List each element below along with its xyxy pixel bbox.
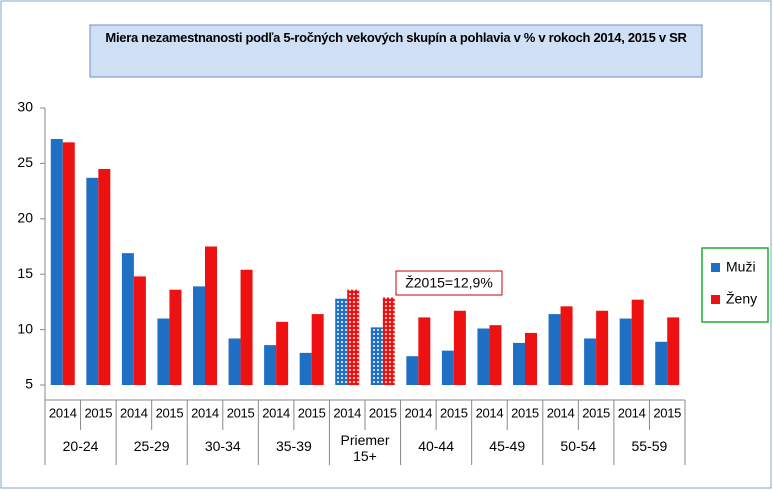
x-tick-label: 2015	[227, 405, 255, 420]
legend-box	[701, 247, 769, 323]
x-tick-label: 2014	[476, 405, 504, 420]
bar	[548, 314, 561, 385]
x-tick-label: 2014	[120, 405, 148, 420]
x-tick-label: 2015	[582, 405, 610, 420]
group-label: 20-24	[62, 438, 99, 454]
bar	[382, 297, 395, 385]
x-tick-label: 2015	[156, 405, 184, 420]
x-tick-label: 2015	[653, 405, 681, 420]
bar	[489, 325, 502, 385]
x-tick-label: 2015	[369, 405, 397, 420]
bar	[596, 310, 609, 385]
y-tick-label: 20	[17, 210, 33, 226]
x-tick-label: 2015	[440, 405, 468, 420]
bar	[655, 341, 668, 385]
group-label: 25-29	[133, 438, 170, 454]
bar	[276, 321, 289, 385]
bar	[193, 286, 205, 385]
bar	[299, 352, 312, 385]
bar	[86, 177, 99, 385]
bar	[98, 168, 111, 385]
bar	[62, 142, 75, 385]
bar	[441, 350, 454, 385]
bar	[453, 310, 466, 385]
bar	[525, 332, 537, 385]
bar	[619, 318, 632, 385]
bar	[169, 289, 182, 385]
x-tick-label: 2014	[547, 405, 575, 420]
x-tick-label: 2014	[191, 405, 219, 420]
x-tick-label: 2015	[298, 405, 326, 420]
bar	[370, 327, 383, 385]
legend-swatch	[711, 263, 720, 272]
bar	[264, 345, 277, 385]
bar	[477, 328, 490, 385]
group-label: 45-49	[489, 438, 526, 454]
x-tick-label: 2014	[49, 405, 77, 420]
group-label: 50-54	[560, 438, 597, 454]
bar	[406, 356, 419, 385]
bar	[335, 298, 348, 385]
annotation: Ž2015=12,9%	[405, 275, 493, 291]
group-label: 55-59	[631, 438, 668, 454]
group-label: Priemer 15+	[340, 432, 390, 464]
y-tick-label: 10	[17, 320, 33, 336]
x-tick-label: 2014	[333, 405, 361, 420]
group-label: 35-39	[275, 438, 312, 454]
chart-title: Miera nezamestnanosti podľa 5-ročných ve…	[105, 30, 687, 45]
y-tick-label: 5	[25, 376, 33, 392]
y-tick-label: 15	[17, 265, 33, 281]
bar	[667, 317, 680, 385]
legend-label: Ženy	[726, 291, 757, 307]
legend-label: Muži	[726, 259, 756, 275]
bar	[513, 342, 525, 385]
x-tick-label: 2014	[404, 405, 432, 420]
x-tick-label: 2014	[618, 405, 646, 420]
bar	[50, 139, 63, 385]
group-label: 40-44	[418, 438, 454, 454]
bar	[157, 318, 170, 385]
title-box	[89, 24, 703, 78]
group-label: 30-34	[204, 438, 241, 454]
bar	[560, 306, 573, 385]
bar	[240, 269, 253, 385]
y-tick-label: 25	[17, 154, 33, 170]
bar	[121, 253, 134, 385]
bar	[228, 338, 241, 385]
bar	[631, 299, 644, 385]
x-tick-label: 2014	[262, 405, 290, 420]
bar	[133, 276, 146, 385]
bar	[205, 246, 217, 385]
annotation-box	[395, 270, 503, 296]
y-tick-label: 30	[17, 99, 33, 115]
bar	[311, 314, 324, 385]
x-tick-label: 2015	[84, 405, 112, 420]
bar	[584, 338, 597, 385]
bar	[418, 317, 431, 385]
legend-swatch	[711, 295, 720, 304]
x-tick-label: 2015	[511, 405, 539, 420]
bar	[347, 289, 360, 385]
